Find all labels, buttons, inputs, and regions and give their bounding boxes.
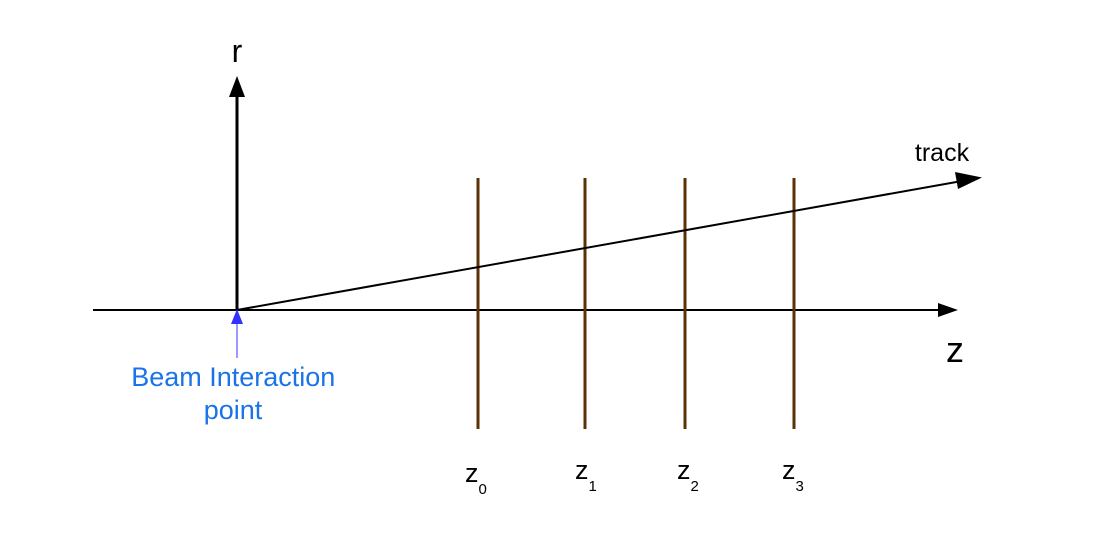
plane-label-z0: z0 <box>465 458 487 498</box>
plane-label-z1: z1 <box>575 455 597 495</box>
r-axis-arrowhead <box>229 76 245 97</box>
beam-label-line2: point <box>204 395 263 425</box>
plane-label-z3: z3 <box>782 455 804 495</box>
z-axis-arrowhead <box>938 303 958 317</box>
track-label: track <box>915 139 970 167</box>
plane-labels: z0 z1 z2 z3 <box>465 455 804 498</box>
z-axis-label: z <box>946 329 964 370</box>
r-axis <box>229 76 245 310</box>
beam-label-line1: Beam Interaction <box>131 362 335 392</box>
z-axis <box>93 303 958 317</box>
track <box>236 172 982 311</box>
beam-interaction-label: Beam Interaction point <box>131 362 343 425</box>
track-arrowhead <box>955 172 982 189</box>
plane-label-z2: z2 <box>677 455 699 495</box>
beam-pointer-arrow <box>231 309 243 358</box>
r-axis-label: r <box>232 33 243 69</box>
detector-planes <box>476 178 796 429</box>
